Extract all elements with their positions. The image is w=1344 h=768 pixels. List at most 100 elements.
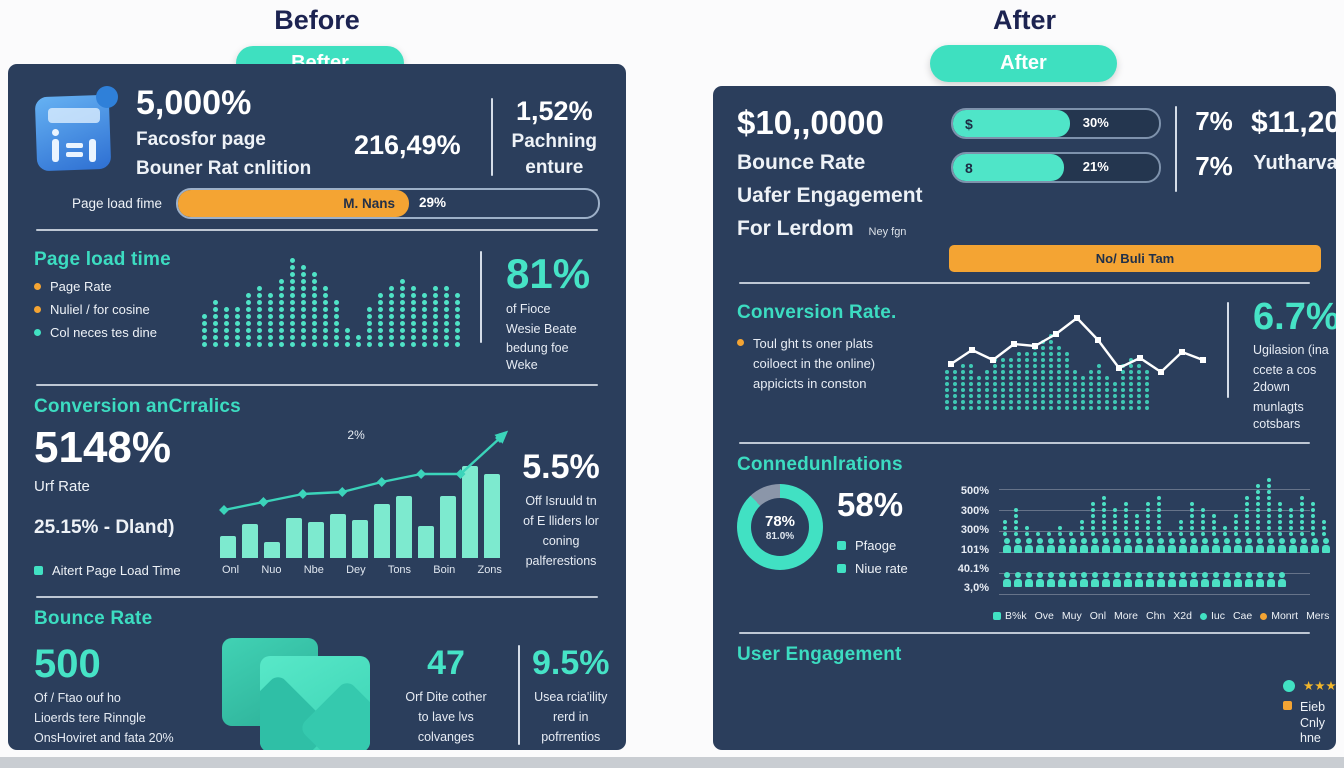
conversion-combo-chart: 2% Onl Nuo Nbe Dey Tons Boin Zons	[216, 426, 509, 586]
text-line: 101%	[960, 543, 989, 556]
legend-text: Ove	[1034, 610, 1054, 623]
legend-text: More	[1114, 610, 1138, 623]
comms-bullets: Pfaoge Niue rate	[837, 538, 931, 576]
bullet-item: Niue rate	[837, 561, 931, 576]
dot-column	[257, 285, 262, 347]
dot-column	[1146, 502, 1154, 554]
dot-column	[312, 271, 317, 347]
dot-column	[969, 364, 973, 410]
person-icon	[1168, 538, 1176, 554]
bullet-item: Col neces tes dine	[34, 325, 192, 340]
text-line: of E lliders lor	[523, 514, 599, 529]
dot-column	[213, 299, 218, 347]
dot-column	[1145, 370, 1149, 410]
bounce-section: 500 Of / Ftao ouf ho Lioerds tere Rinngle…	[34, 638, 610, 750]
conversion-section: 5148% Urf Rate 25.15% - Dland) Aitert Pa…	[34, 426, 600, 586]
bounce-big-stat: 500	[34, 641, 101, 686]
bar	[440, 496, 456, 559]
dot-column	[1300, 496, 1308, 554]
dot-column	[953, 370, 957, 410]
dot-column	[1102, 496, 1110, 554]
before-right-stat: 1,52%	[516, 96, 593, 126]
conversion-rate-dot-matrix	[945, 334, 1149, 410]
bullet-item: Page Rate	[34, 279, 192, 294]
dot-column	[1025, 526, 1033, 554]
bar	[264, 542, 280, 559]
dot-column	[1058, 526, 1066, 554]
person-icon	[1179, 538, 1187, 554]
legend-item: Mers	[1306, 610, 1329, 622]
legend-marker-icon	[1260, 612, 1268, 620]
axis-label: Dey	[346, 564, 366, 577]
section-heading: Conversion Rate.	[737, 302, 897, 323]
axis-label: Nuo	[261, 564, 282, 577]
slider-glyph: $	[965, 115, 973, 132]
comms-big-stat: 58%	[837, 486, 904, 524]
page-load-progress-bar: M. Nans 29%	[176, 187, 600, 219]
progress-percent: 29%	[419, 194, 447, 210]
text-line: pofrrentios	[541, 730, 601, 745]
bullet-marker-icon	[34, 328, 41, 336]
axis-label: Nbe	[303, 564, 324, 577]
before-mid-stat: 216,49%	[354, 130, 461, 160]
text-line: munlagts cotsbars	[1253, 399, 1304, 431]
dot-column	[290, 257, 295, 347]
conversion-trend-line	[219, 430, 509, 516]
person-icon	[1234, 572, 1242, 588]
legend-item: Onl	[1090, 610, 1106, 622]
person-icon	[1201, 572, 1209, 588]
conversion-range: 25.15% - Dland)	[34, 517, 175, 539]
text-line: to lave lvs	[418, 710, 474, 725]
person-icon	[1069, 572, 1077, 588]
legend-text: B%k	[1005, 610, 1027, 623]
legend-item: Muy	[1062, 610, 1082, 622]
dot-column	[1105, 376, 1109, 410]
text-line: bedung foe Weke	[506, 341, 569, 373]
section-divider	[739, 442, 1310, 445]
dot-column	[1047, 532, 1055, 554]
page-load-bullets: Page Rate Nuliel / for cosine Col neces te…	[34, 279, 192, 340]
dot-column	[945, 370, 949, 410]
dot-column	[1113, 382, 1117, 410]
dot-column	[1069, 532, 1077, 554]
legend-marker-icon	[1283, 680, 1295, 693]
donut-center-sub: 81.0%	[765, 530, 795, 542]
legend-text: Iuc	[1210, 610, 1225, 623]
stat-slider[interactable]: 8 21%	[951, 152, 1161, 183]
progress-fill-text: M. Nans	[343, 195, 396, 211]
text-line: Orf Dite cother	[405, 690, 487, 705]
dot-column	[1017, 352, 1021, 410]
dot-column	[246, 292, 251, 347]
dot-column	[1256, 484, 1264, 554]
text-line: colvanges	[417, 730, 475, 745]
person-icon	[1201, 538, 1209, 554]
person-icon	[1300, 538, 1308, 554]
legend-label: Ove	[1035, 610, 1054, 622]
action-button[interactable]: No/ Buli Tam	[949, 245, 1321, 272]
section-heading: Connedunlrations	[737, 454, 903, 476]
after-pill-button[interactable]: After	[930, 45, 1117, 82]
dot-column	[1245, 496, 1253, 554]
dot-column	[1289, 508, 1297, 554]
dot-column	[1014, 508, 1022, 554]
legend-item: Eieb Cnly hne	[1283, 700, 1325, 747]
bounce-right-stat: 9.5%	[532, 644, 610, 683]
bullet-marker-icon	[34, 566, 43, 576]
dot-column	[1089, 370, 1093, 410]
dot-column	[1033, 346, 1037, 410]
text-line: Wesie Beate	[506, 321, 577, 336]
bullet-label: Pfaoge	[855, 538, 897, 554]
legend-text: Chn	[1145, 610, 1166, 623]
stat-slider[interactable]: $30%	[951, 108, 1161, 139]
text-line: 3,0%	[963, 582, 989, 595]
text-line: OnsHoviret and fata 20%	[34, 730, 174, 745]
legend-item: Monrt	[1260, 610, 1298, 622]
person-icon	[1212, 538, 1220, 554]
legend-text: Eieb Cnly hne	[1300, 700, 1326, 746]
after-pill-label: After	[1000, 52, 1047, 74]
text-line: Ugilasion (ina	[1253, 343, 1329, 357]
text-line: Off Isruuld tn	[525, 494, 597, 509]
legend-label: Eieb Cnly hne	[1300, 700, 1325, 747]
slider-glyph: 8	[965, 159, 973, 176]
after-right-sub: Yutharvats	[1253, 152, 1336, 174]
